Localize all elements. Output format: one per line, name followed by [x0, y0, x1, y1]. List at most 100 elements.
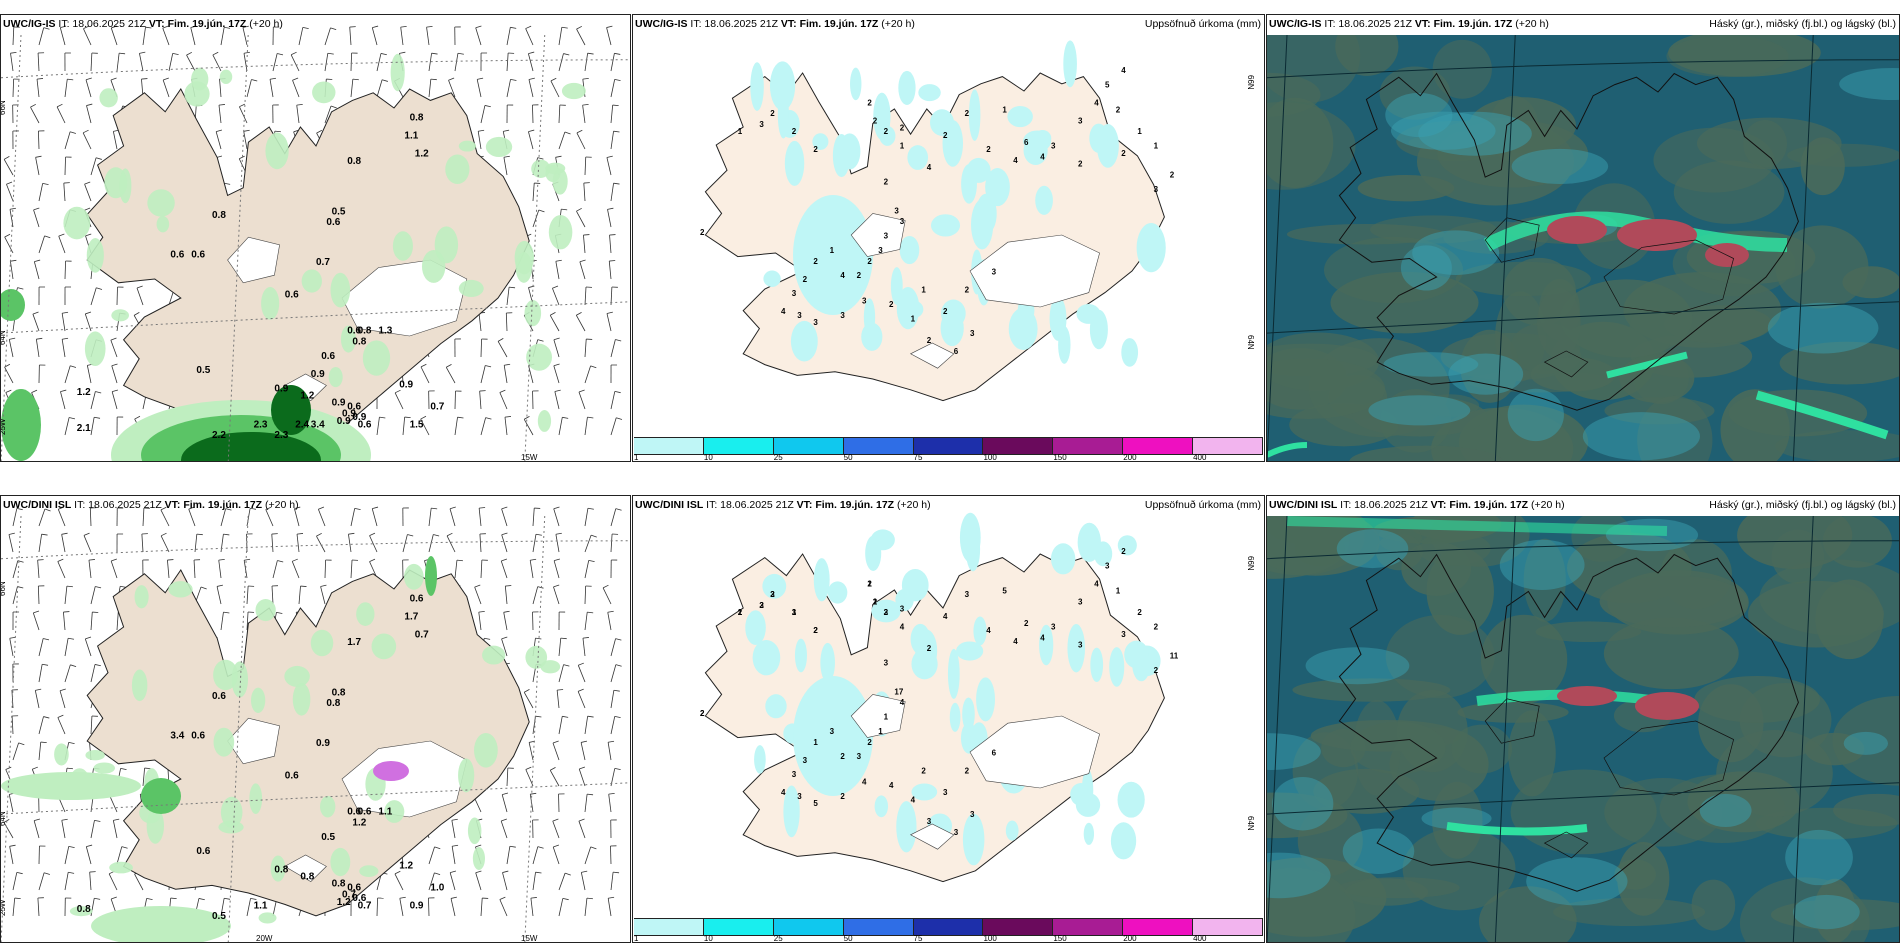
wind-barb-feather — [503, 129, 510, 132]
accum-cyan — [962, 697, 975, 732]
wind-barb — [350, 508, 356, 527]
accum-value: 3 — [900, 605, 905, 614]
wind-barb — [216, 586, 222, 605]
wind-barb — [501, 508, 508, 527]
wind-barb — [271, 586, 274, 605]
wind-barb — [549, 770, 560, 787]
wind-barb — [85, 846, 92, 865]
precip-value: 2.4 — [295, 419, 309, 430]
wind-barb-feather — [9, 337, 16, 340]
accum-value: 3 — [770, 590, 775, 599]
wind-barb — [142, 27, 146, 46]
legend-swatch — [1193, 438, 1264, 454]
wind-barb — [532, 104, 534, 124]
accum-value: 4 — [911, 795, 916, 804]
wind-barb-feather — [224, 897, 231, 900]
wind-barb-feather — [44, 508, 51, 512]
precip-value: 2.2 — [212, 430, 226, 441]
accum-cyan — [896, 286, 920, 330]
wind-barb — [584, 287, 587, 306]
wind-barb-feather — [60, 389, 67, 392]
mid-cloud — [1582, 412, 1700, 461]
wind-barb-feather — [380, 53, 387, 56]
wind-barb — [532, 872, 536, 891]
wind-barb — [503, 157, 508, 176]
wind-barb — [610, 690, 615, 709]
accum-cyan — [1090, 647, 1104, 683]
mid-cloud — [1767, 302, 1879, 354]
wind-barb — [503, 612, 508, 631]
wind-barb — [116, 846, 123, 865]
wind-barb-feather — [32, 766, 38, 770]
accum-value: 2 — [943, 307, 948, 316]
accum-value: 2 — [867, 738, 872, 747]
wind-barb-feather — [509, 286, 516, 289]
wind-barb-feather — [608, 792, 615, 795]
wind-barb — [428, 79, 432, 98]
wind-barb-feather — [111, 25, 118, 29]
wind-barb — [584, 716, 589, 735]
wind-barb-feather — [400, 25, 407, 28]
wind-barb-feather — [42, 663, 49, 666]
precip-light — [249, 783, 263, 815]
iceland-outline — [1338, 553, 1799, 892]
wind-barb — [89, 872, 92, 891]
precip-value: 0.7 — [316, 257, 330, 268]
mid-cloud — [1305, 647, 1410, 685]
wind-barb — [558, 27, 563, 46]
wind-barb-feather — [528, 77, 535, 80]
wind-barb-feather — [420, 363, 427, 368]
low-cloud — [1673, 160, 1785, 224]
wind-barb-feather — [44, 235, 51, 239]
wind-barb-feather — [162, 25, 169, 29]
precip-value: 1.3 — [378, 326, 392, 337]
accum-value: 1 — [884, 713, 889, 722]
wind-barb — [552, 742, 560, 761]
wind-barb-feather — [552, 818, 559, 822]
mid-cloud — [1412, 230, 1500, 275]
wind-barb-feather — [95, 586, 102, 589]
wind-barb-feather — [296, 533, 304, 535]
accum-cyan — [1110, 822, 1137, 860]
mid-cloud — [1793, 894, 1860, 930]
legend-tick-label: 150 — [1053, 453, 1067, 462]
wind-barb — [399, 898, 404, 917]
panel-dini-accum-precip: UWC/DINI ISL IT: 18.06.2025 21Z VT: Fim.… — [632, 495, 1265, 943]
wind-barb-feather — [18, 742, 25, 746]
value-labels: 0.61.70.71.70.80.80.63.4 0.60.90.60.60.6 1… — [77, 594, 445, 923]
wind-barb-feather — [579, 259, 586, 263]
precip-light — [330, 272, 351, 308]
accum-value: 3 — [894, 206, 899, 215]
wind-barb — [349, 27, 352, 46]
wind-barb — [607, 209, 612, 228]
wind-barb-feather — [242, 25, 249, 28]
wind-barb-feather — [613, 689, 620, 692]
graticule — [1267, 34, 1899, 461]
wind-barb-feather — [554, 389, 561, 392]
wind-barb-feather — [550, 767, 556, 771]
accum-value: 2 — [927, 336, 932, 345]
wind-barb — [528, 365, 534, 384]
wind-barb — [246, 612, 249, 631]
wind-barb-feather — [316, 129, 323, 134]
wind-barb — [584, 365, 591, 384]
wind-barb — [220, 612, 224, 631]
precip-value: 0.6 — [410, 594, 424, 605]
high-cloud-core — [1635, 692, 1699, 720]
accum-cyan — [793, 676, 873, 796]
wind-barb — [476, 79, 482, 98]
accum-value: 2 — [700, 709, 705, 718]
wind-barb-feather — [553, 363, 560, 367]
wind-barb — [450, 898, 456, 917]
wind-barb — [110, 560, 118, 579]
wind-barb — [608, 794, 612, 813]
wind-barb — [499, 392, 508, 410]
wind-barb — [532, 209, 540, 228]
accum-cyan — [930, 109, 955, 136]
wind-barb-feather — [68, 846, 75, 849]
accum-value: 2 — [943, 131, 948, 140]
accum-cyan — [827, 581, 848, 604]
precip-value: 0.6 — [191, 731, 205, 742]
wind-barb — [576, 132, 586, 150]
wind-barb-feather — [562, 898, 569, 901]
